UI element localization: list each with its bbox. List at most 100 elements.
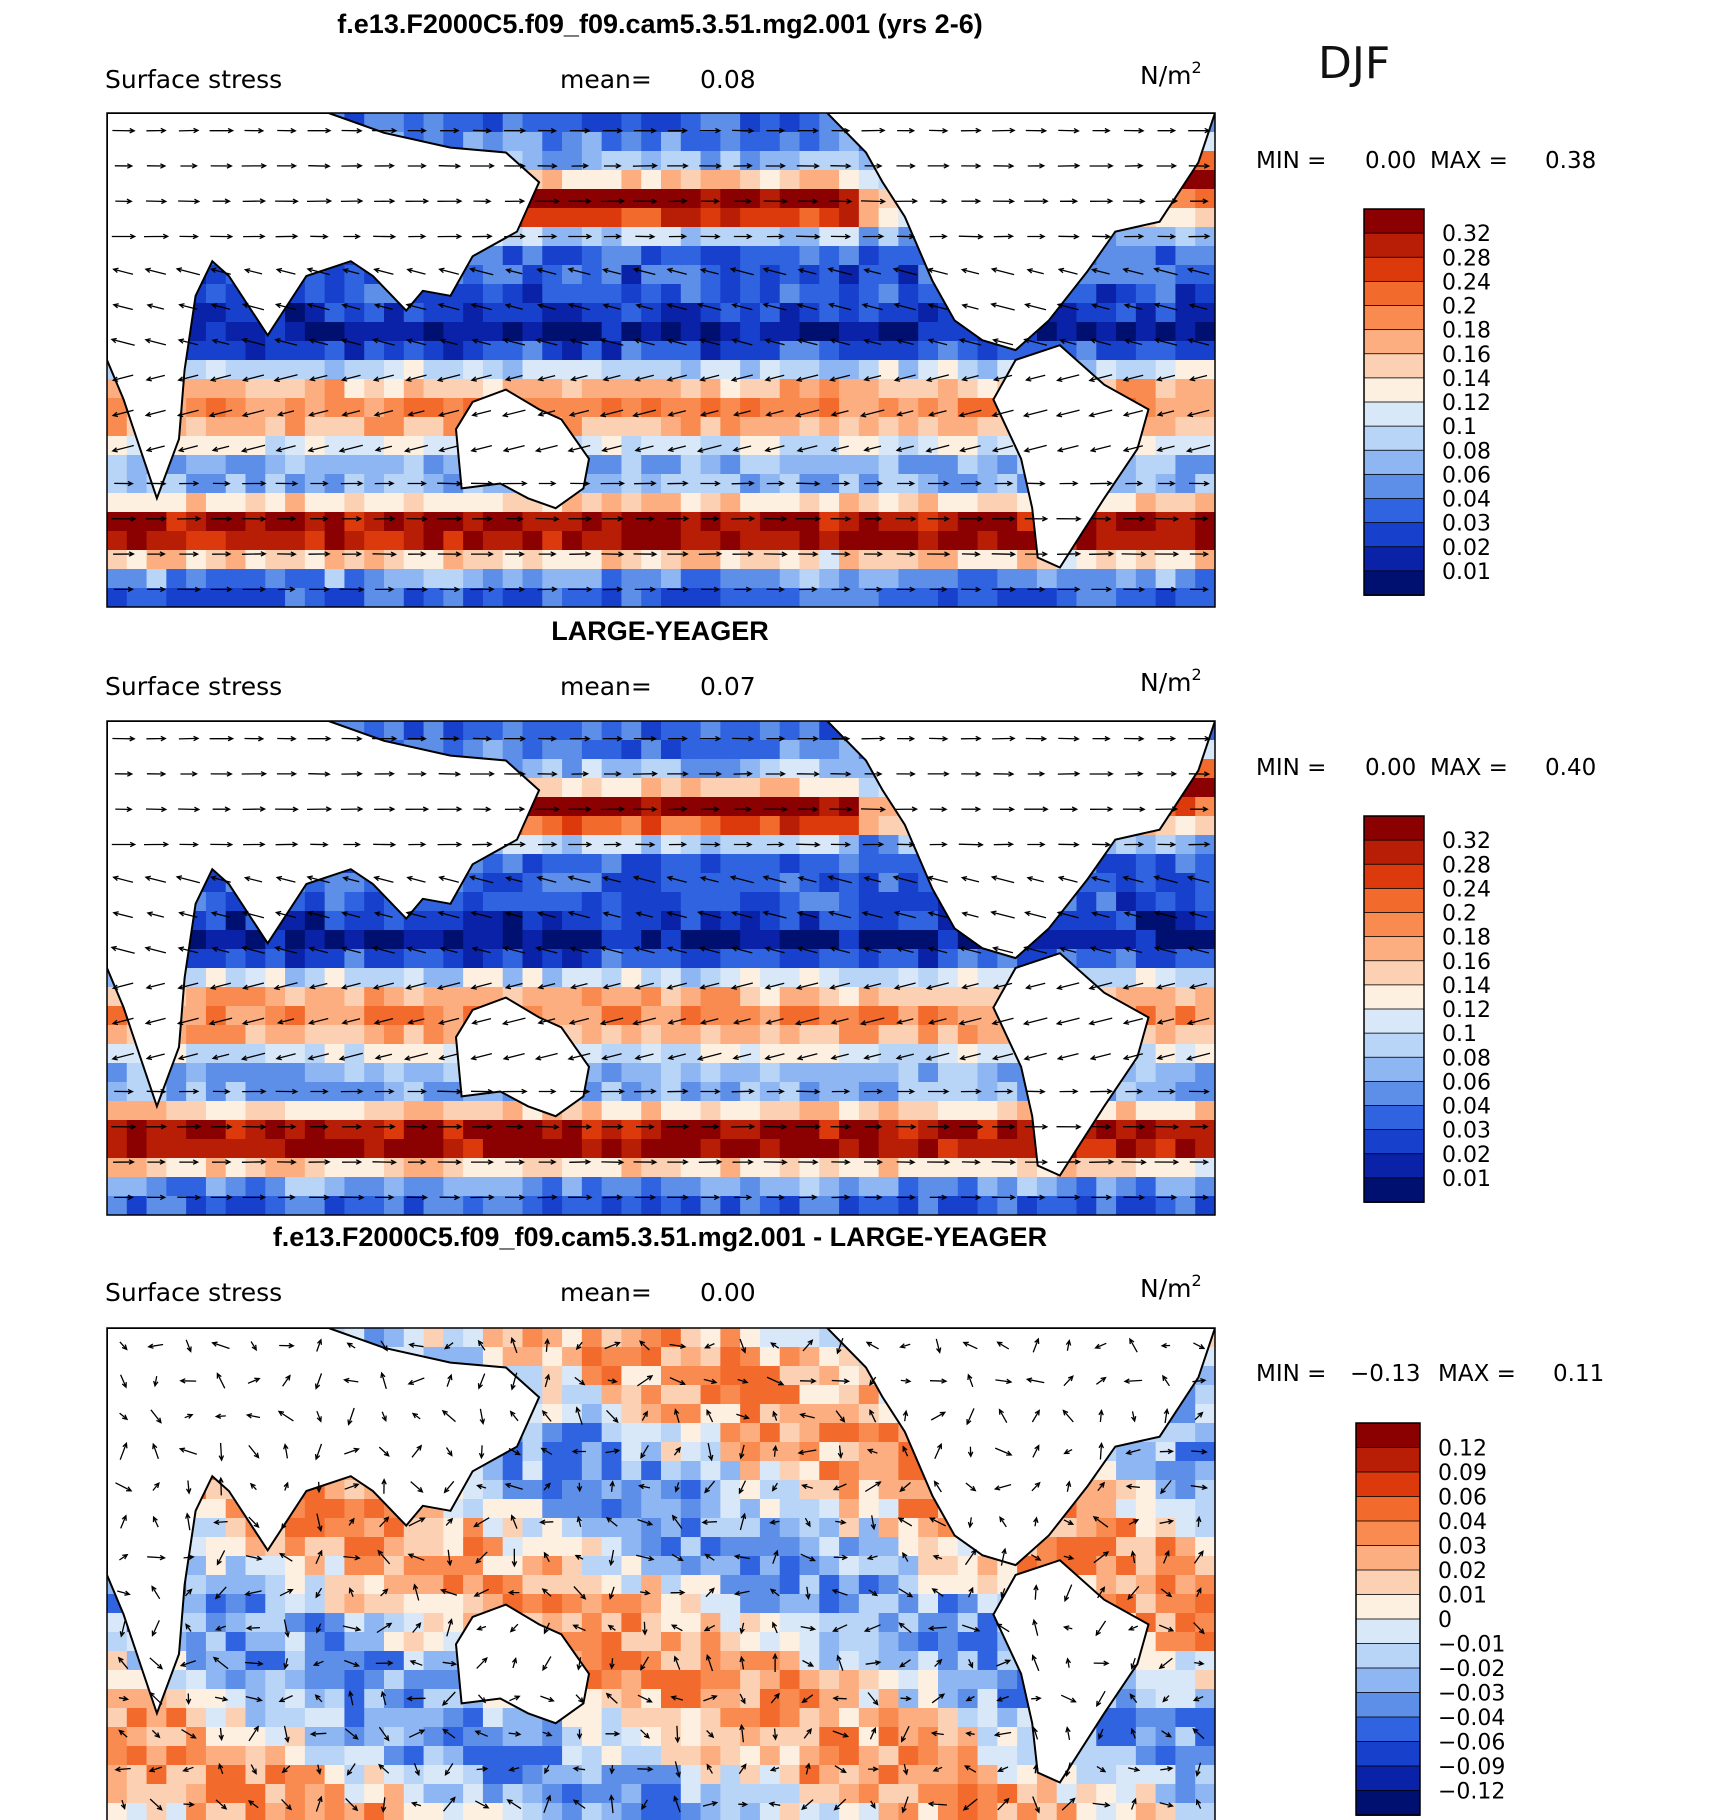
vector-arrow [247, 1800, 259, 1809]
vector-arrow [666, 267, 687, 275]
vector-arrow [605, 1731, 621, 1737]
vector-arrow [608, 1586, 615, 1600]
vector-arrow [1189, 551, 1210, 557]
vector-arrow [115, 198, 133, 205]
vector-arrow [149, 1798, 163, 1811]
vector-arrow [178, 198, 201, 205]
vector-arrow [703, 1694, 718, 1702]
vector-arrow [241, 1017, 265, 1026]
vector-arrow [308, 771, 331, 777]
colorbar-tick-label: −0.06 [1438, 1731, 1505, 1756]
vector-arrow [570, 374, 588, 382]
vector-arrow [1185, 1052, 1211, 1061]
vector-arrow [211, 338, 230, 346]
vector-arrow [1000, 1588, 1006, 1599]
vector-arrow [1033, 1516, 1039, 1527]
vector-arrow [117, 1656, 129, 1670]
continents [107, 721, 1215, 1177]
vector-arrow [927, 771, 950, 777]
vector-arrow [145, 982, 165, 990]
vector-arrow [280, 1515, 292, 1530]
vector-arrow [866, 1554, 878, 1561]
colorbar-swatch [1363, 1080, 1425, 1107]
vector-arrow [410, 1481, 424, 1493]
vector-arrow [763, 806, 788, 813]
vector-arrow [1123, 735, 1145, 742]
vector-arrow [119, 1341, 128, 1351]
vector-arrow [146, 163, 167, 169]
vector-arrow [738, 1480, 747, 1495]
vector-arrow [601, 551, 625, 557]
vector-arrow [870, 1515, 877, 1531]
vector-arrow [863, 268, 882, 275]
vector-arrow [439, 1588, 458, 1596]
vector-arrow [1122, 982, 1144, 990]
vector-arrow [673, 1446, 682, 1456]
min-value: 0.00 [1365, 148, 1416, 174]
vector-arrow [537, 410, 556, 417]
vector-arrow [862, 233, 885, 240]
vector-arrow [805, 1762, 811, 1775]
vector-arrow [114, 163, 134, 169]
min-label: MIN = [1256, 1361, 1326, 1387]
vector-arrow [1154, 516, 1180, 522]
vector-arrow [308, 946, 329, 954]
vector-arrow [472, 233, 493, 240]
vector-arrow [640, 1656, 650, 1671]
vector-arrow [341, 163, 363, 169]
vector-arrow [670, 1624, 683, 1632]
vector-arrow [867, 1692, 879, 1706]
vector-arrow [1130, 1797, 1137, 1810]
vector-arrow [764, 338, 785, 346]
vector-arrow [803, 1728, 812, 1739]
vector-arrow [373, 267, 394, 275]
vector-arrow [403, 1052, 428, 1061]
vector-arrow [283, 1725, 290, 1744]
vector-arrow [376, 1622, 393, 1634]
vector-arrow [1123, 1378, 1143, 1384]
vector-arrow [894, 806, 919, 812]
vector-arrow [732, 128, 755, 134]
vector-arrow [929, 233, 948, 240]
vector-arrow [734, 806, 753, 812]
vector-arrow [210, 163, 233, 169]
panel-title: LARGE-YEAGER [551, 616, 769, 646]
vector-arrow [375, 1660, 394, 1666]
vector-arrow [958, 946, 982, 954]
vector-arrow [827, 267, 852, 276]
vector-arrow [310, 841, 329, 848]
vector-arrow [701, 1519, 717, 1525]
vector-arrow [218, 1762, 224, 1775]
vector-arrow [119, 1553, 129, 1561]
vector-arrow [991, 1053, 1014, 1061]
vector-arrow [1023, 1052, 1047, 1061]
vector-arrow [240, 1052, 266, 1061]
vector-arrow [543, 1482, 551, 1491]
colorbar-tick-label: 0.01 [1438, 1584, 1487, 1609]
vector-arrow [380, 1371, 387, 1389]
vector-arrow [406, 267, 426, 275]
vector-arrow [734, 586, 753, 593]
units-label: N/m2 [1140, 58, 1202, 90]
vector-arrow [412, 1583, 420, 1601]
vector-arrow [1023, 337, 1048, 346]
vector-arrow [114, 771, 134, 777]
vector-arrow [666, 1123, 690, 1130]
vector-arrow [570, 480, 591, 487]
vector-arrow [766, 127, 786, 134]
vector-arrow [338, 444, 363, 453]
vector-arrow [896, 410, 914, 417]
vector-arrow [635, 303, 653, 310]
vector-arrow [738, 1801, 749, 1808]
vector-arrow [505, 551, 525, 557]
vector-arrow [933, 1480, 942, 1493]
vector-arrow [437, 302, 460, 311]
vector-arrow [1190, 198, 1209, 204]
max-label: MAX = [1430, 148, 1508, 174]
vector-arrow [211, 1053, 230, 1060]
vector-arrow [342, 1159, 363, 1165]
vector-arrow [601, 267, 621, 275]
vector-arrow [378, 1446, 390, 1457]
vector-arrow [932, 1554, 943, 1560]
vector-arrow [380, 1340, 388, 1352]
